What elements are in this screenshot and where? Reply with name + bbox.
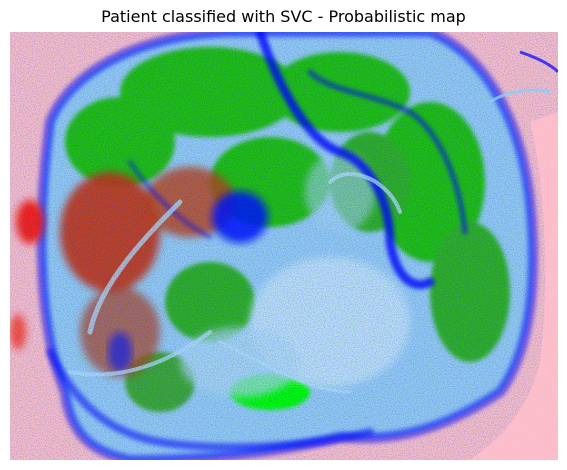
- green-noise: [10, 32, 558, 460]
- figure-title: Patient classified with SVC - Probabilis…: [0, 7, 567, 27]
- probabilistic-map: [10, 32, 558, 460]
- probabilistic-map-image: [10, 32, 558, 460]
